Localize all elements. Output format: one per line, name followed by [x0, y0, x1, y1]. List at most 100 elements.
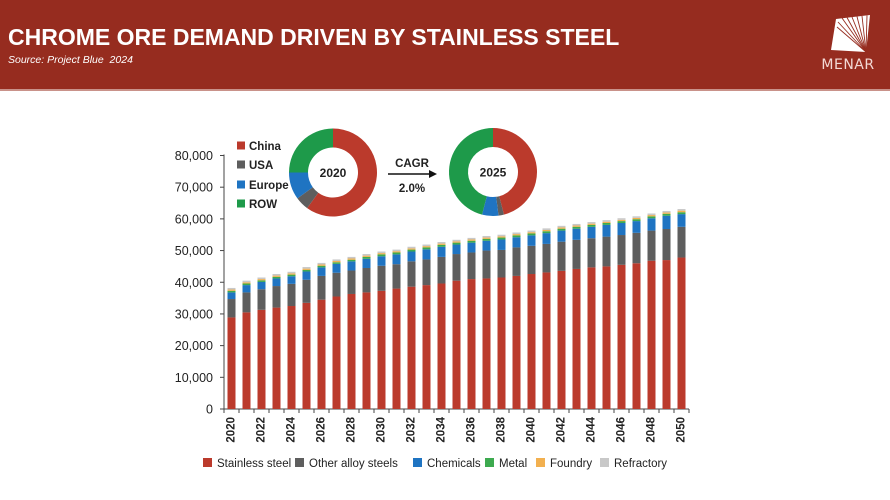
- bar-segment-other-alloy-steels-2039: [512, 247, 521, 276]
- bar-segment-stainless-steel-2020: [227, 317, 236, 409]
- bar-segment-chemicals-2036: [467, 242, 476, 253]
- bar-segment-metal-2049: [662, 213, 671, 216]
- bar-segment-chemicals-2033: [422, 249, 431, 260]
- bar-segment-refractory-2020: [227, 287, 236, 290]
- bar-segment-chemicals-2034: [437, 246, 446, 257]
- header-banner: CHROME ORE DEMAND DRIVEN BY STAINLESS ST…: [0, 0, 890, 91]
- bar-2024: [287, 271, 296, 409]
- bar-2037: [482, 235, 491, 409]
- bar-segment-chemicals-2029: [362, 258, 371, 268]
- bar-segment-stainless-steel-2030: [377, 290, 386, 409]
- bar-2032: [407, 246, 416, 409]
- bar-segment-foundry-2045: [602, 221, 611, 223]
- bar-segment-chemicals-2043: [572, 228, 581, 240]
- bar-2039: [512, 232, 521, 409]
- bar-segment-refractory-2032: [407, 246, 416, 249]
- bar-2035: [452, 239, 461, 409]
- bar-segment-refractory-2030: [377, 251, 386, 254]
- bar-segment-foundry-2032: [407, 248, 416, 250]
- bar-2023: [272, 274, 281, 409]
- bar-segment-refractory-2022: [257, 277, 266, 280]
- bar-segment-foundry-2050: [677, 210, 686, 213]
- bar-segment-metal-2031: [392, 252, 401, 255]
- x-tick-label: 2042: [556, 417, 568, 443]
- x-tick-label: 2026: [316, 417, 328, 443]
- bar-segment-metal-2027: [332, 262, 341, 264]
- y-tick-label: 40,000: [175, 276, 213, 290]
- bar-2049: [662, 210, 671, 409]
- bar-segment-foundry-2021: [242, 282, 251, 284]
- bar-segment-stainless-steel-2023: [272, 307, 281, 409]
- bar-segment-foundry-2025: [302, 268, 311, 270]
- bar-segment-foundry-2049: [662, 212, 671, 214]
- donut-legend: China USA Europe ROW: [237, 141, 289, 211]
- bar-segment-stainless-steel-2037: [482, 278, 491, 409]
- y-tick-label: 10,000: [175, 371, 213, 385]
- bar-segment-chemicals-2047: [632, 221, 641, 233]
- bar-segment-chemicals-2031: [392, 254, 401, 265]
- bar-segment-metal-2043: [572, 226, 581, 229]
- bar-segment-foundry-2037: [482, 237, 491, 239]
- legend-swatch: [295, 458, 304, 467]
- bar-segment-foundry-2030: [377, 253, 386, 255]
- bar-2034: [437, 242, 446, 409]
- x-tick-label: 2028: [346, 416, 358, 442]
- bar-segment-stainless-steel-2041: [542, 272, 551, 409]
- bar-2044: [587, 222, 596, 409]
- bar-segment-other-alloy-steels-2038: [497, 249, 506, 278]
- bar-segment-other-alloy-steels-2026: [317, 275, 326, 300]
- legend-item-metal: Metal: [485, 458, 527, 470]
- bar-segment-other-alloy-steels-2048: [647, 230, 656, 261]
- cagr-value: 2.0%: [399, 183, 425, 195]
- bar-segment-foundry-2042: [557, 227, 566, 229]
- bar-segment-foundry-2026: [317, 264, 326, 266]
- bar-segment-stainless-steel-2027: [332, 296, 341, 409]
- donut-2025-slice-usa: [496, 196, 504, 216]
- bar-segment-stainless-steel-2048: [647, 260, 656, 409]
- legend-item-foundry: Foundry: [536, 458, 592, 470]
- bar-segment-foundry-2035: [452, 241, 461, 243]
- bar-segment-refractory-2044: [587, 222, 596, 224]
- bar-segment-stainless-steel-2024: [287, 306, 296, 409]
- bar-segment-metal-2025: [302, 269, 311, 272]
- bar-segment-metal-2039: [512, 235, 521, 238]
- bar-segment-chemicals-2037: [482, 240, 491, 251]
- bar-segment-other-alloy-steels-2033: [422, 259, 431, 286]
- bar-2038: [497, 234, 506, 409]
- bar-segment-stainless-steel-2050: [677, 257, 686, 409]
- bar-segment-other-alloy-steels-2020: [227, 299, 236, 318]
- bar-segment-refractory-2042: [557, 225, 566, 228]
- bar-segment-other-alloy-steels-2023: [272, 286, 281, 308]
- bar-segment-chemicals-2023: [272, 278, 281, 287]
- bar-segment-other-alloy-steels-2047: [632, 232, 641, 264]
- bar-segment-foundry-2023: [272, 275, 281, 277]
- bar-segment-refractory-2023: [272, 274, 281, 276]
- bar-segment-stainless-steel-2045: [602, 266, 611, 409]
- bar-segment-metal-2022: [257, 280, 266, 282]
- bar-segment-metal-2030: [377, 254, 386, 257]
- bar-segment-refractory-2047: [632, 216, 641, 218]
- bar-segment-metal-2024: [287, 274, 296, 277]
- bar-segment-chemicals-2044: [587, 226, 596, 239]
- x-tick-label: 2046: [616, 417, 628, 443]
- bar-segment-refractory-2028: [347, 256, 356, 259]
- bar-segment-stainless-steel-2043: [572, 268, 581, 409]
- bar-2047: [632, 216, 641, 409]
- bar-2033: [422, 244, 431, 409]
- bar-segment-chemicals-2035: [452, 244, 461, 255]
- bar-segment-foundry-2038: [497, 236, 506, 238]
- bar-segment-metal-2034: [437, 244, 446, 247]
- donut-2020: 2020: [289, 128, 377, 217]
- legend-label: Other alloy steels: [309, 458, 398, 470]
- bar-2036: [467, 237, 476, 409]
- donut-2025-slice-row: [449, 128, 493, 215]
- donut-legend-label: China: [249, 141, 282, 153]
- donut-2020-slice-china: [307, 128, 377, 217]
- bar-segment-other-alloy-steels-2021: [242, 292, 251, 313]
- bar-segment-foundry-2033: [422, 246, 431, 248]
- donut-legend-label: ROW: [249, 199, 277, 211]
- bar-segment-metal-2048: [647, 216, 656, 219]
- bar-segment-other-alloy-steels-2025: [302, 279, 311, 303]
- bar-segment-foundry-2048: [647, 215, 656, 217]
- x-tick-label: 2024: [286, 416, 298, 442]
